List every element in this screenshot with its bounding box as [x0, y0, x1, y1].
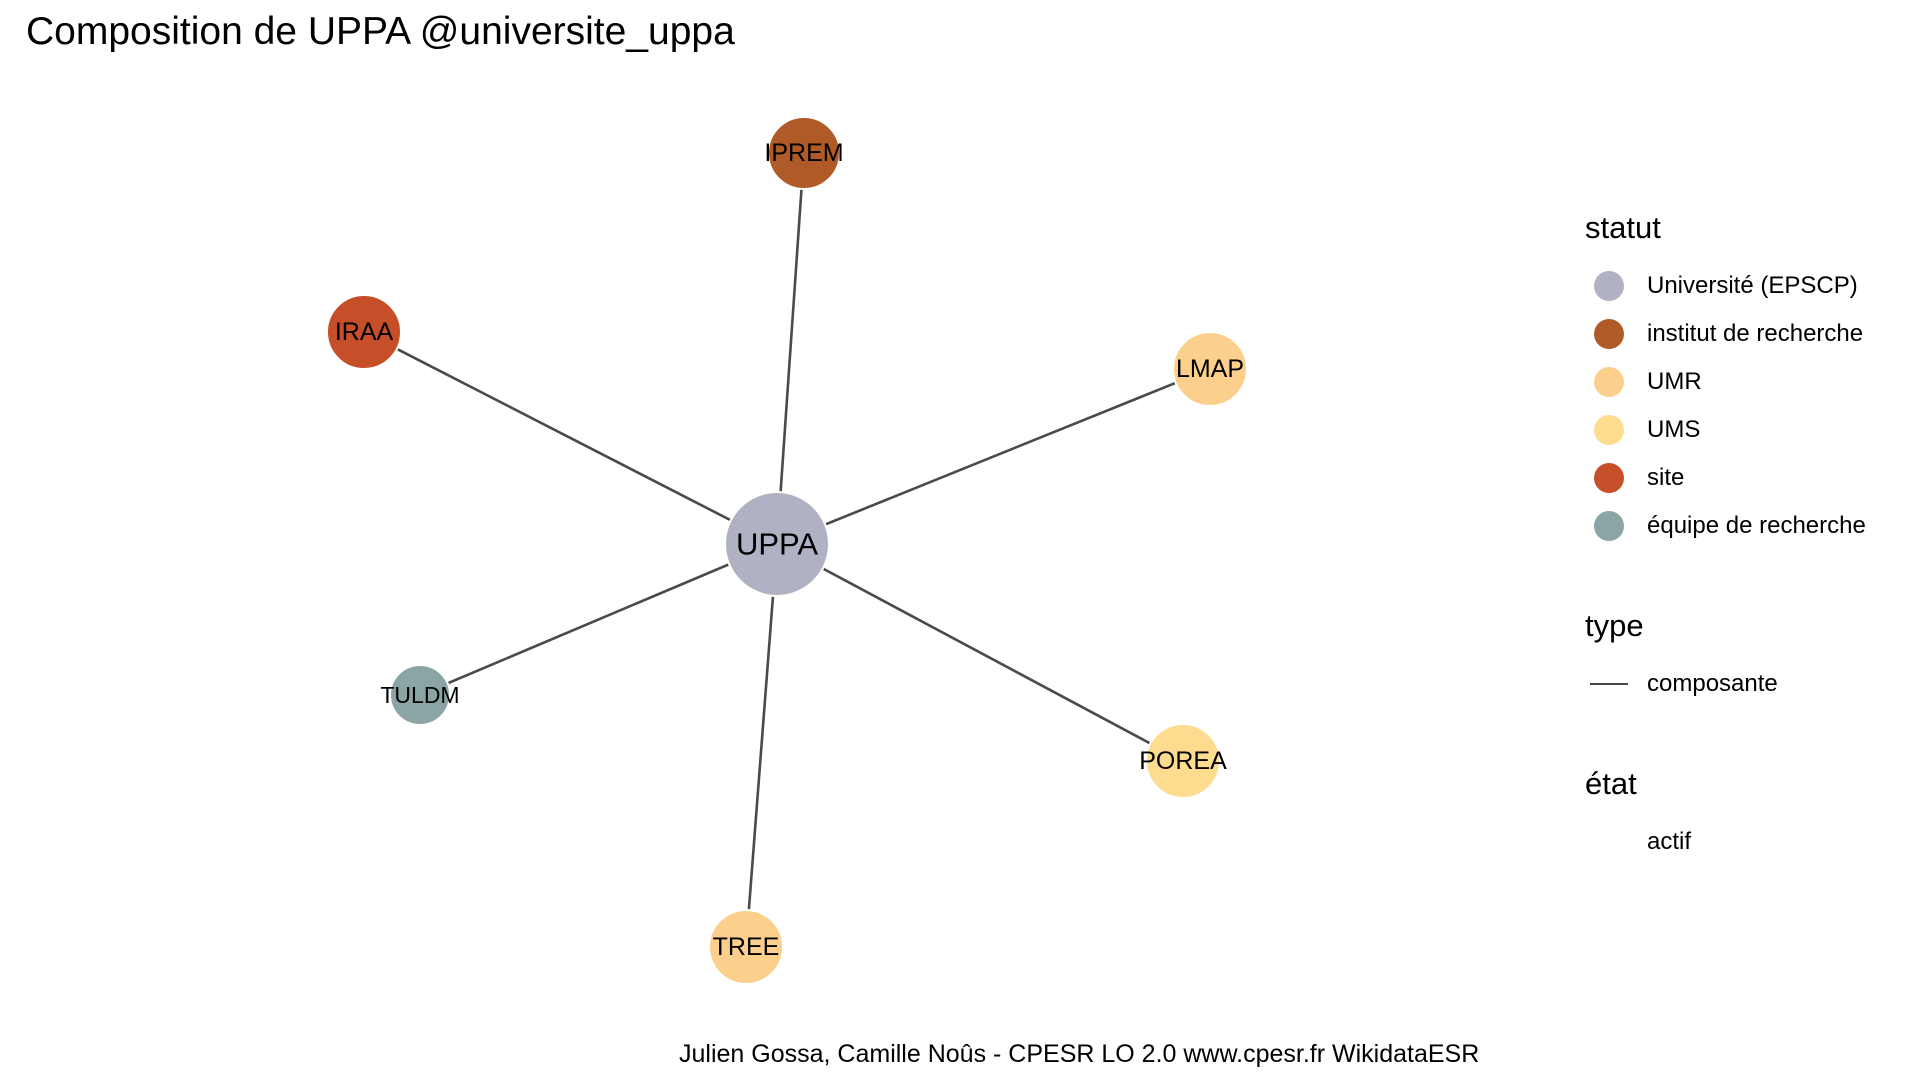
legend-item-ums: UMS: [1585, 406, 1905, 454]
node-label-tree: TREE: [713, 933, 780, 961]
node-circle-tuldm: [389, 664, 451, 726]
node-label-porea: POREA: [1139, 747, 1227, 775]
node-circle-iprem: [767, 116, 841, 190]
node-circle-porea: [1145, 723, 1221, 799]
legend-item-site: site: [1585, 454, 1905, 502]
node-tuldm: TULDM: [380, 664, 460, 726]
legend-type-title: type: [1585, 608, 1644, 643]
legend-item-universite: Université (EPSCP): [1585, 262, 1905, 310]
node-porea: POREA: [1139, 723, 1227, 799]
legend-item-equipe: équipe de recherche: [1585, 502, 1905, 550]
legend-statut: statut Université (EPSCP) institut de re…: [1585, 208, 1905, 550]
legend-swatch-ums: [1594, 415, 1624, 445]
node-label-iprem: IPREM: [764, 139, 843, 167]
node-circle-iraa: [326, 294, 402, 370]
legend-etat: état actif: [1585, 764, 1905, 866]
node-label-tuldm: TULDM: [380, 682, 459, 708]
node-iraa: IRAA: [326, 294, 402, 370]
node-uppa: UPPA: [724, 491, 830, 597]
legend-label: UMR: [1647, 368, 1702, 395]
edges-layer: [363, 152, 1211, 948]
legend-line-composante: [1590, 683, 1628, 685]
node-iprem: IPREM: [764, 116, 844, 190]
edge-uppa-tuldm: [419, 542, 778, 697]
legend-swatch-institut: [1594, 319, 1624, 349]
legend-item-umr: UMR: [1585, 358, 1905, 406]
nodes-layer: UPPA IPREM IRAA LMAP TULDM POREA TREE: [326, 116, 1248, 985]
legend-type: type composante: [1585, 606, 1905, 708]
node-circle-uppa: [724, 491, 830, 597]
legend: statut Université (EPSCP) institut de re…: [1585, 208, 1905, 922]
caption: Julien Gossa, Camille Noûs - CPESR LO 2.…: [679, 1040, 1480, 1068]
legend-label: institut de recherche: [1647, 320, 1864, 347]
node-circle-lmap: [1172, 331, 1248, 407]
node-label-iraa: IRAA: [335, 318, 394, 346]
node-lmap: LMAP: [1172, 331, 1248, 407]
edge-uppa-porea: [776, 542, 1184, 763]
node-tree: TREE: [708, 909, 784, 985]
node-label-lmap: LMAP: [1176, 355, 1244, 383]
legend-label: Université (EPSCP): [1647, 272, 1858, 299]
legend-swatch-umr: [1594, 367, 1624, 397]
legend-swatch-equipe: [1594, 511, 1624, 541]
legend-label: UMS: [1647, 416, 1701, 443]
legend-item-composante: composante: [1585, 660, 1905, 708]
edge-uppa-lmap: [776, 367, 1211, 546]
edge-uppa-tree: [744, 543, 779, 948]
legend-statut-title: statut: [1585, 210, 1661, 245]
node-label-uppa: UPPA: [736, 527, 818, 562]
legend-label: composante: [1647, 670, 1778, 697]
legend-swatch-universite: [1594, 271, 1624, 301]
edge-uppa-iprem: [775, 152, 806, 545]
legend-etat-title: état: [1585, 766, 1637, 801]
legend-swatch-site: [1594, 463, 1624, 493]
legend-item-institut: institut de recherche: [1585, 310, 1905, 358]
legend-label: site: [1647, 464, 1685, 491]
diagram-title: Composition de UPPA @universite_uppa: [26, 10, 735, 53]
legend-item-actif: actif: [1585, 818, 1905, 866]
legend-label: équipe de recherche: [1647, 512, 1866, 539]
legend-label: actif: [1647, 828, 1692, 855]
node-circle-tree: [708, 909, 784, 985]
edge-uppa-iraa: [363, 330, 778, 546]
